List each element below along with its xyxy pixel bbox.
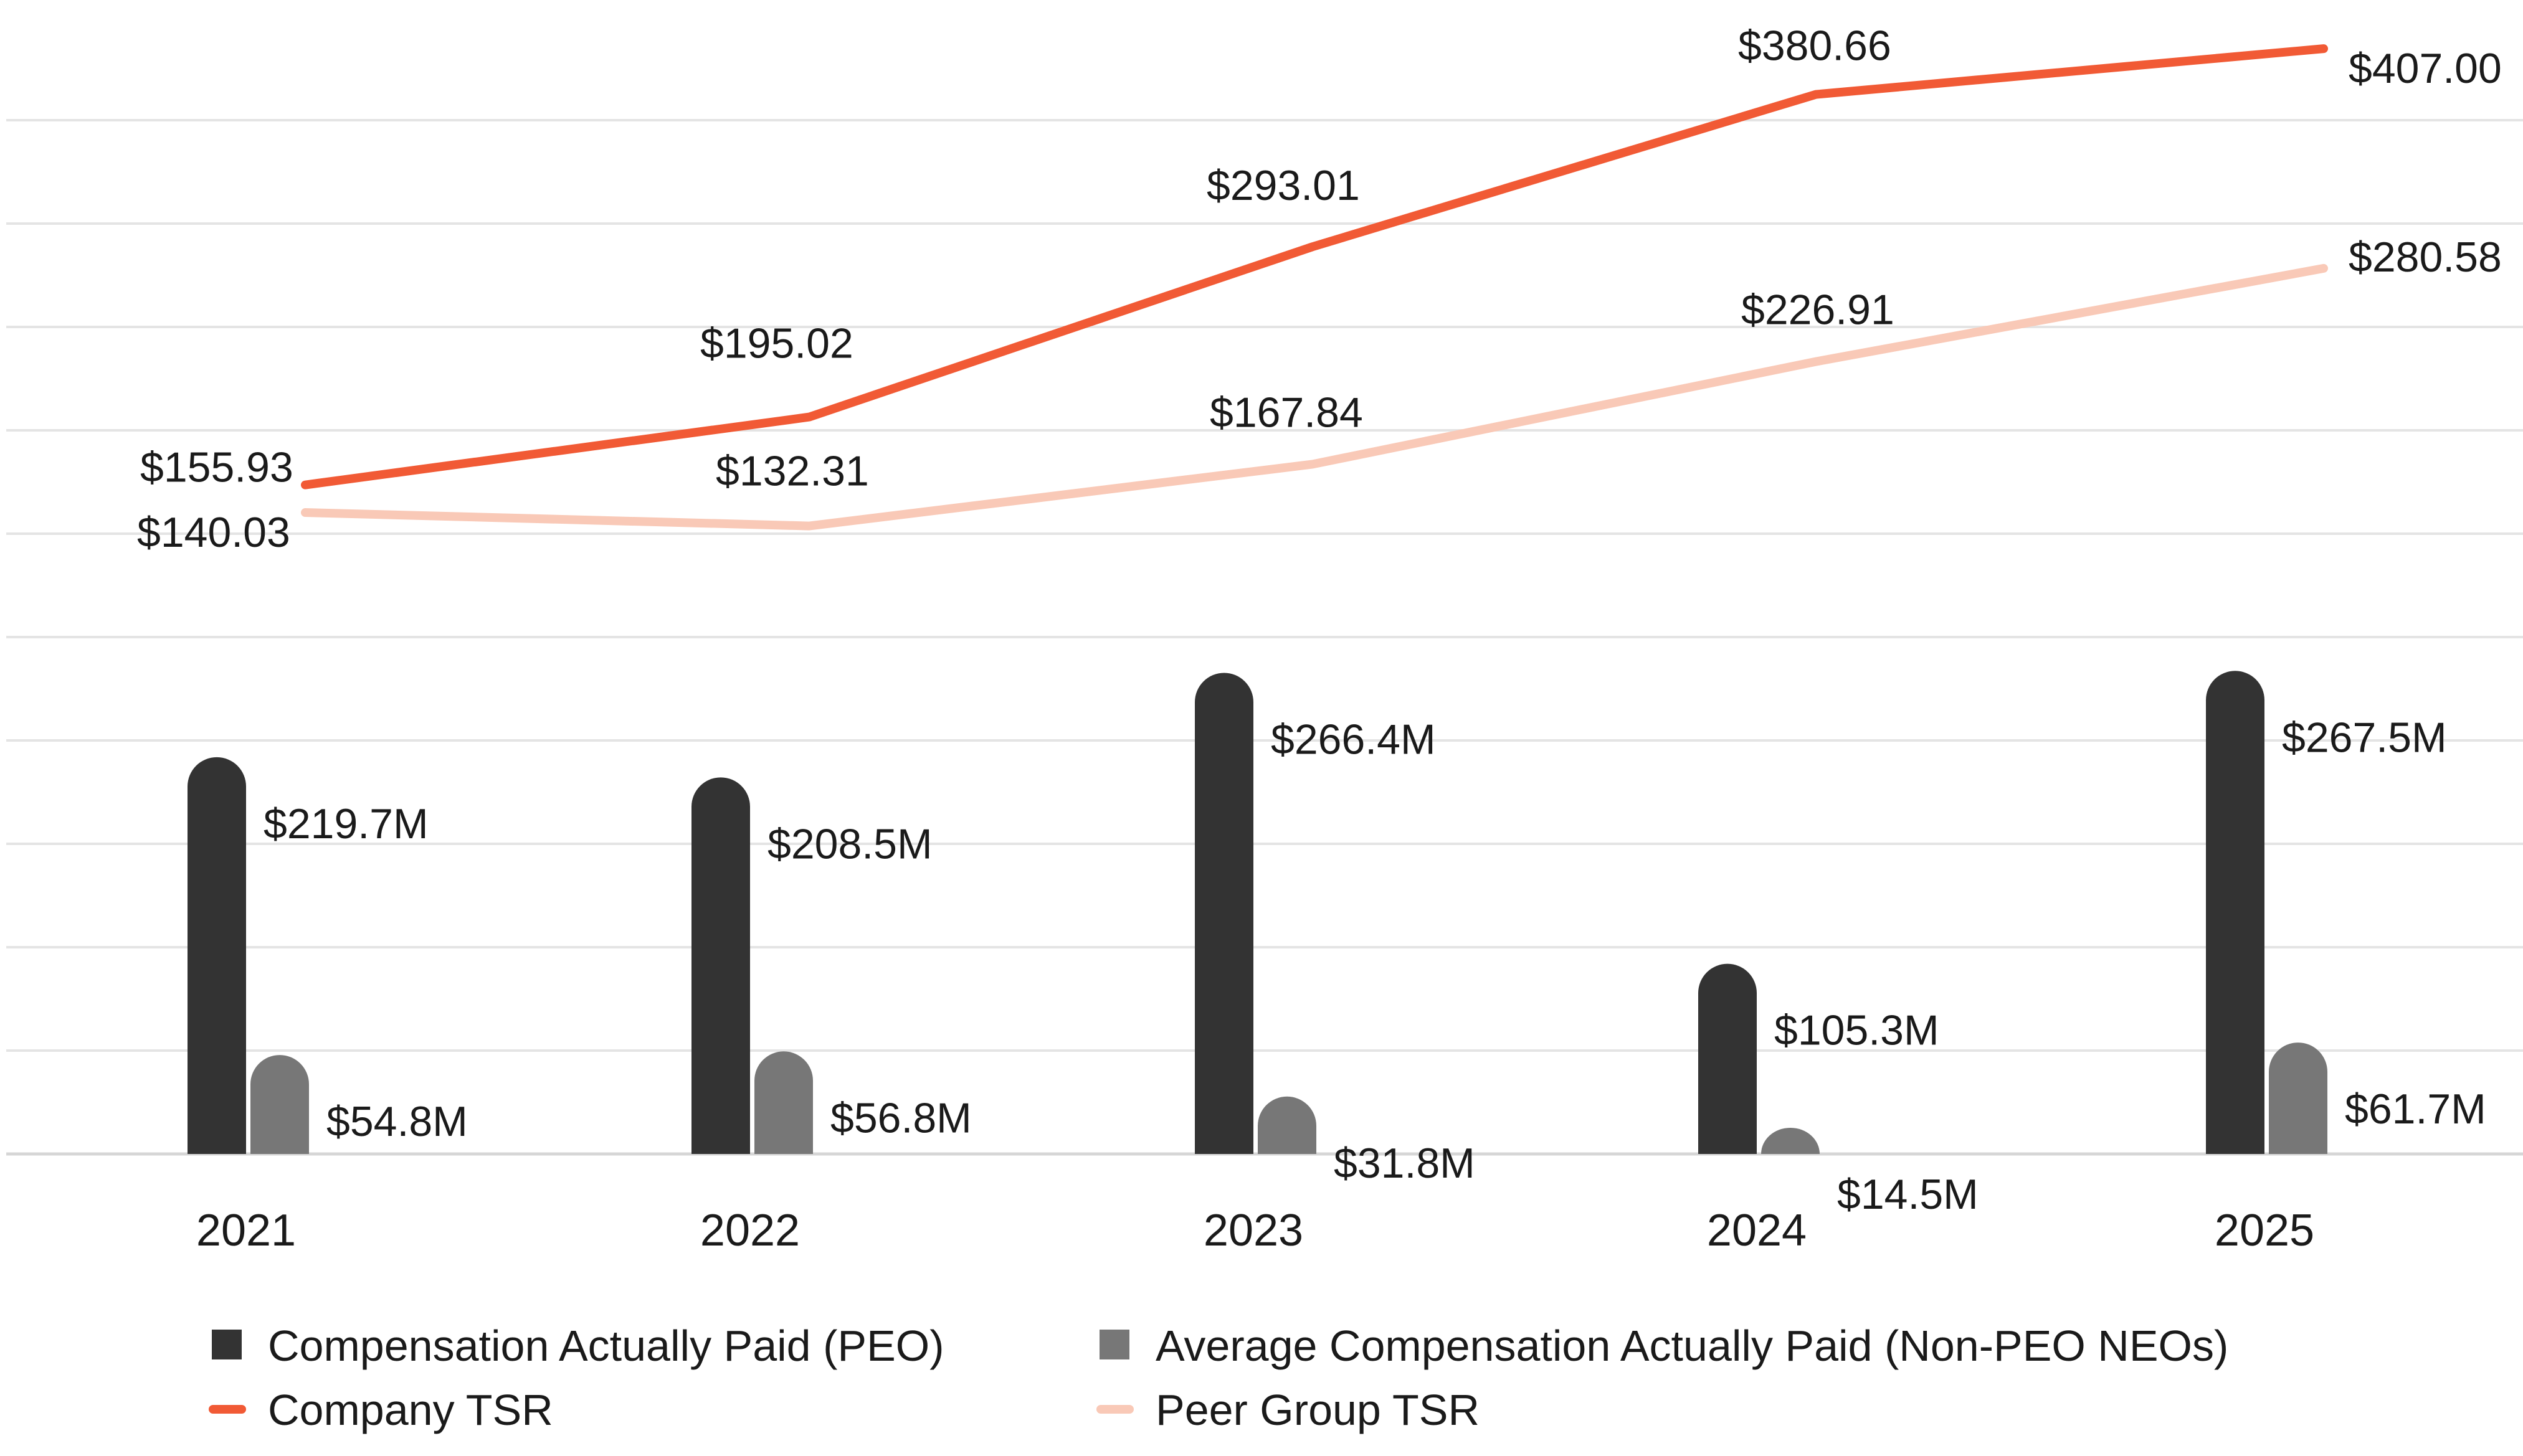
line-peer-group-tsr	[301, 263, 2328, 531]
bar-peo	[1195, 673, 1253, 1154]
line-company-tsr	[301, 44, 2328, 489]
bar-peo	[188, 757, 246, 1154]
legend: Compensation Actually Paid (PEO) Average …	[209, 1321, 2228, 1434]
bar-non-peo	[1761, 1127, 1820, 1154]
bar-label-peo: $219.7M	[264, 800, 429, 848]
legend-swatch	[1096, 1405, 1134, 1414]
x-axis: 2021 2022 2023 2024 2025	[196, 1206, 2314, 1255]
legend-label: Peer Group TSR	[1156, 1386, 1480, 1434]
x-tick-label: 2024	[1707, 1206, 1807, 1255]
legend-swatch	[209, 1405, 246, 1414]
label-company-tsr: $195.02	[700, 320, 853, 367]
bar-peo	[1698, 963, 1757, 1154]
legend-swatch	[212, 1330, 242, 1359]
x-tick-label: 2022	[700, 1206, 800, 1255]
line-series: $155.93 $195.02 $293.01 $380.66 $407.00 $140.…	[137, 22, 2502, 556]
bar-non-peo	[754, 1051, 813, 1154]
x-tick-label: 2023	[1204, 1206, 1303, 1255]
bar-label-peo: $105.3M	[1774, 1007, 1939, 1054]
bar-label-non-peo: $14.5M	[1837, 1171, 1979, 1218]
legend-label: Compensation Actually Paid (PEO)	[268, 1321, 944, 1370]
bar-label-non-peo: $54.8M	[326, 1098, 468, 1145]
label-peer-group-tsr: $226.91	[1741, 286, 1894, 334]
bar-series: $219.7M $208.5M $266.4M $105.3M $267.5M $54.8…	[188, 671, 2486, 1218]
label-company-tsr: $407.00	[2349, 45, 2502, 92]
label-peer-group-tsr: $132.31	[716, 448, 869, 495]
label-peer-group-tsr: $140.03	[137, 509, 290, 556]
label-peer-group-tsr: $280.58	[2349, 234, 2502, 281]
label-company-tsr: $293.01	[1207, 162, 1360, 209]
bar-label-non-peo: $56.8M	[830, 1094, 972, 1142]
bar-peo	[691, 777, 750, 1154]
x-tick-label: 2021	[196, 1206, 296, 1255]
bar-non-peo	[1258, 1096, 1316, 1154]
legend-label: Company TSR	[268, 1386, 553, 1434]
gridlines	[6, 119, 2523, 1156]
bar-label-peo: $267.5M	[2282, 714, 2447, 761]
bar-peo	[2206, 671, 2264, 1154]
legend-swatch	[1100, 1330, 1129, 1359]
bar-non-peo	[2269, 1042, 2327, 1154]
label-company-tsr: $155.93	[140, 444, 293, 491]
label-peer-group-tsr: $167.84	[1210, 389, 1363, 436]
bar-label-peo: $266.4M	[1271, 716, 1436, 763]
legend-label: Average Compensation Actually Paid (Non-…	[1156, 1321, 2228, 1370]
label-company-tsr: $380.66	[1738, 22, 1891, 70]
bar-label-non-peo: $61.7M	[2345, 1085, 2486, 1133]
x-tick-label: 2025	[2215, 1206, 2314, 1255]
bar-label-peo: $208.5M	[767, 820, 933, 867]
bar-label-non-peo: $31.8M	[1334, 1140, 1475, 1187]
bar-non-peo	[250, 1055, 309, 1154]
